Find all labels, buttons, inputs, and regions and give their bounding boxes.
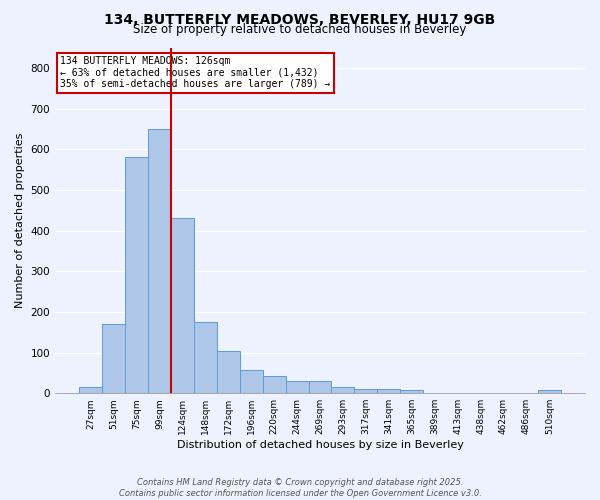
Text: Contains HM Land Registry data © Crown copyright and database right 2025.
Contai: Contains HM Land Registry data © Crown c… [119,478,481,498]
Text: 134, BUTTERFLY MEADOWS, BEVERLEY, HU17 9GB: 134, BUTTERFLY MEADOWS, BEVERLEY, HU17 9… [104,12,496,26]
Bar [538,390,561,393]
Bar [125,158,148,393]
Text: 134 BUTTERFLY MEADOWS: 126sqm
← 63% of detached houses are smaller (1,432)
35% o: 134 BUTTERFLY MEADOWS: 126sqm ← 63% of d… [61,56,331,90]
Bar [286,381,308,393]
Bar [79,387,102,393]
Bar [308,381,331,393]
Bar [355,389,377,393]
Bar [148,129,171,393]
Bar [194,322,217,393]
X-axis label: Distribution of detached houses by size in Beverley: Distribution of detached houses by size … [176,440,463,450]
Y-axis label: Number of detached properties: Number of detached properties [15,132,25,308]
Bar [400,390,423,393]
Bar [331,387,355,393]
Bar [377,389,400,393]
Bar [240,370,263,393]
Bar [102,324,125,393]
Bar [263,376,286,393]
Bar [171,218,194,393]
Bar [217,350,240,393]
Text: Size of property relative to detached houses in Beverley: Size of property relative to detached ho… [133,22,467,36]
